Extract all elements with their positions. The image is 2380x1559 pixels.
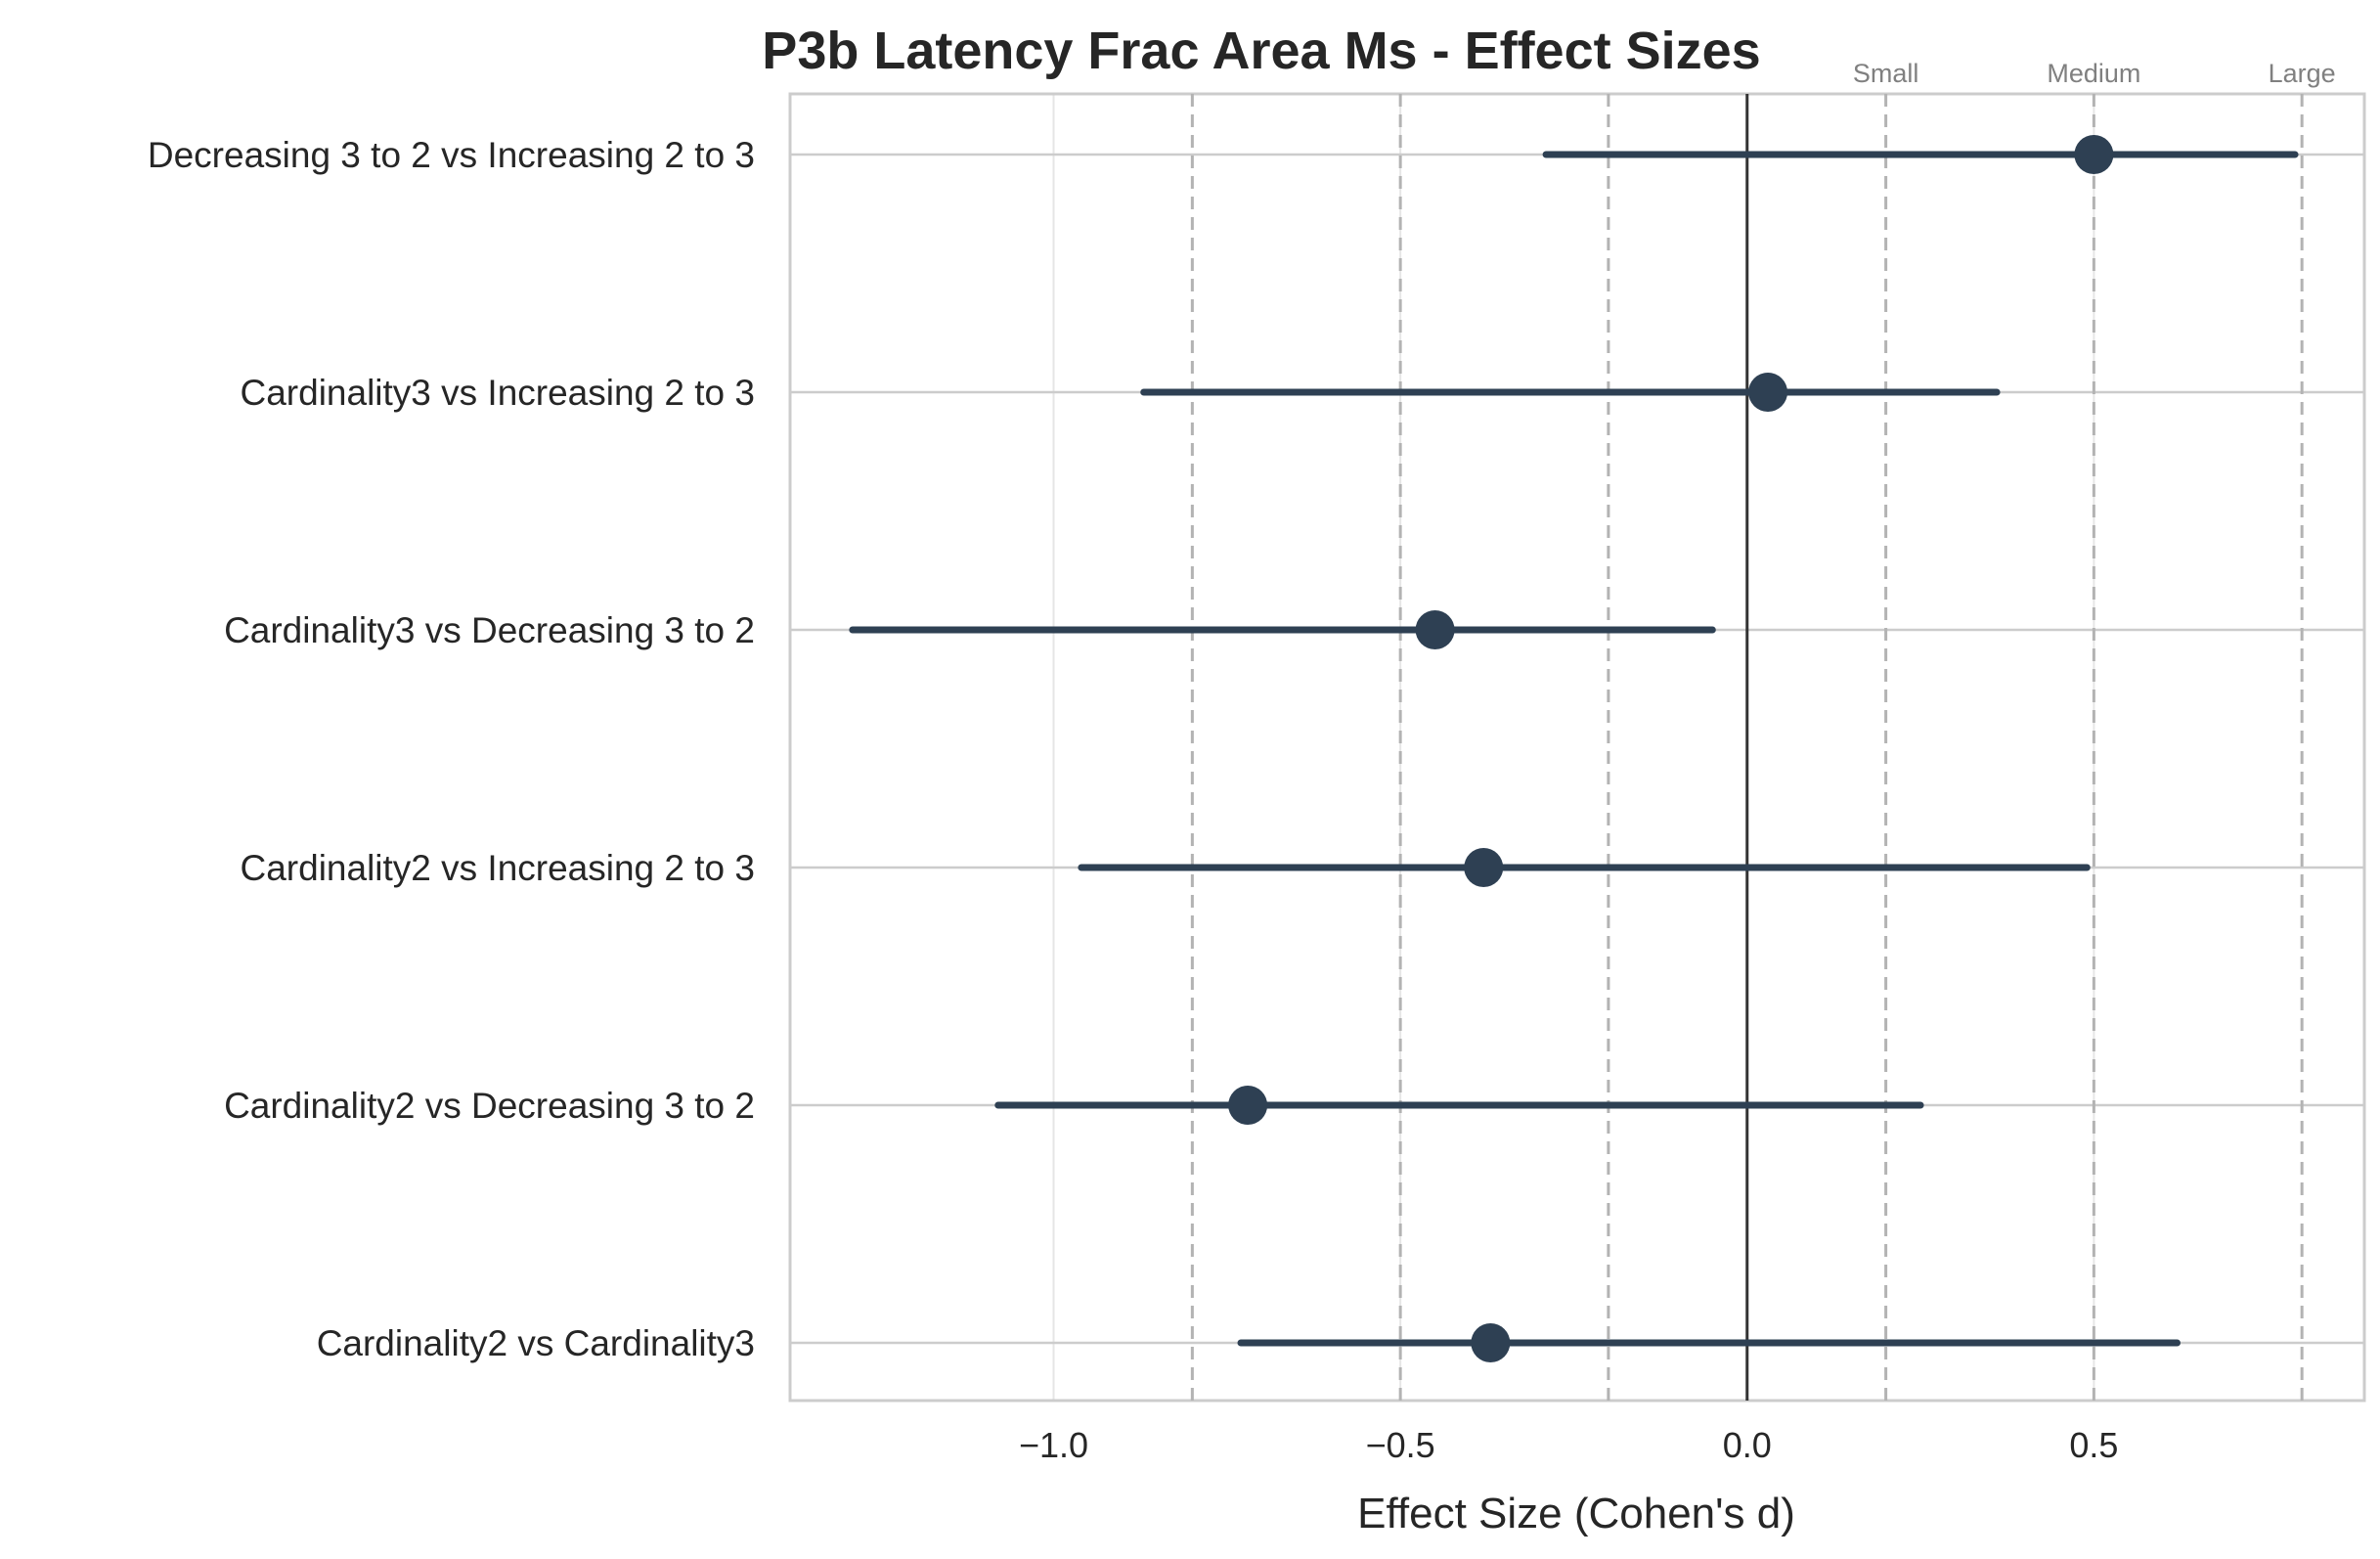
- effect-point: [1471, 1323, 1511, 1362]
- x-tick-label: −0.5: [1366, 1425, 1435, 1465]
- x-axis-label: Effect Size (Cohen's d): [1357, 1490, 1795, 1537]
- y-tick-label: Cardinality3 vs Decreasing 3 to 2: [224, 610, 755, 650]
- y-tick-label: Cardinality2 vs Cardinality3: [317, 1323, 755, 1363]
- y-tick-label: Decreasing 3 to 2 vs Increasing 2 to 3: [148, 135, 755, 175]
- x-tick-label: 0.5: [2069, 1425, 2118, 1465]
- threshold-label: Medium: [2047, 59, 2140, 88]
- y-tick-label: Cardinality2 vs Decreasing 3 to 2: [224, 1086, 755, 1126]
- y-tick-label: Cardinality3 vs Increasing 2 to 3: [241, 373, 756, 413]
- effect-point: [1415, 610, 1455, 649]
- threshold-label: Small: [1853, 59, 1919, 88]
- plot-frame: [788, 92, 2366, 1403]
- y-tick-label: Cardinality2 vs Increasing 2 to 3: [241, 848, 756, 888]
- plot-area: Small Medium Large Decreasing 3 to 2 vs Inc…: [148, 59, 2366, 1465]
- effect-point: [2074, 135, 2114, 174]
- effect-point: [1464, 848, 1504, 887]
- x-tick-label: −1.0: [1019, 1425, 1088, 1465]
- effect-point: [1228, 1086, 1268, 1125]
- x-tick-label: 0.0: [1723, 1425, 1772, 1465]
- threshold-label: Large: [2269, 59, 2336, 88]
- chart-title: P3b Latency Frac Area Ms - Effect Sizes: [762, 22, 1760, 80]
- effect-point: [1748, 373, 1788, 412]
